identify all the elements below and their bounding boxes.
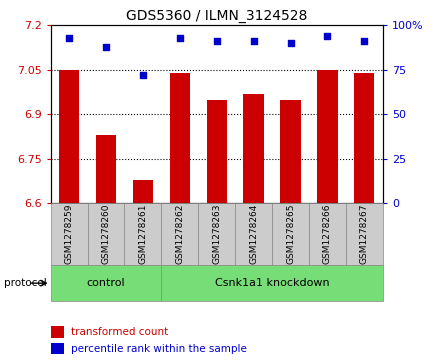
Bar	[280, 99, 301, 203]
Bar	[170, 73, 190, 203]
Bar	[317, 70, 337, 203]
Bar	[51, 203, 88, 265]
Bar	[125, 203, 161, 265]
Title: GDS5360 / ILMN_3124528: GDS5360 / ILMN_3124528	[126, 9, 308, 23]
Bar	[235, 203, 272, 265]
Bar	[96, 135, 116, 203]
Point	[361, 38, 368, 44]
Bar	[243, 94, 264, 203]
Point	[250, 38, 257, 44]
Point	[287, 40, 294, 46]
Bar	[88, 203, 125, 265]
Point	[139, 72, 147, 78]
Bar	[51, 326, 64, 338]
Text: Csnk1a1 knockdown: Csnk1a1 knockdown	[215, 278, 330, 288]
Text: GSM1278260: GSM1278260	[102, 204, 110, 264]
Text: GSM1278262: GSM1278262	[175, 204, 184, 264]
Text: control: control	[87, 278, 125, 288]
Point	[66, 35, 73, 41]
Bar	[51, 265, 161, 301]
Text: GSM1278267: GSM1278267	[360, 204, 369, 264]
Text: percentile rank within the sample: percentile rank within the sample	[70, 343, 246, 354]
Point	[324, 33, 331, 39]
Text: GSM1278261: GSM1278261	[138, 204, 147, 264]
Bar	[354, 73, 374, 203]
Bar	[198, 203, 235, 265]
Point	[176, 35, 183, 41]
Bar	[51, 343, 64, 354]
Text: GSM1278264: GSM1278264	[249, 204, 258, 264]
Text: GSM1278265: GSM1278265	[286, 204, 295, 264]
Bar	[59, 70, 79, 203]
Text: GSM1278263: GSM1278263	[212, 204, 221, 264]
Bar	[346, 203, 383, 265]
Text: GSM1278259: GSM1278259	[65, 204, 73, 264]
Bar	[133, 180, 153, 203]
Bar	[161, 203, 198, 265]
Bar	[309, 203, 346, 265]
Point	[213, 38, 220, 44]
Bar	[161, 265, 383, 301]
Text: transformed count: transformed count	[70, 327, 168, 337]
Point	[103, 44, 110, 50]
Bar	[272, 203, 309, 265]
Text: GSM1278266: GSM1278266	[323, 204, 332, 264]
Bar	[206, 99, 227, 203]
Text: protocol: protocol	[4, 278, 47, 288]
